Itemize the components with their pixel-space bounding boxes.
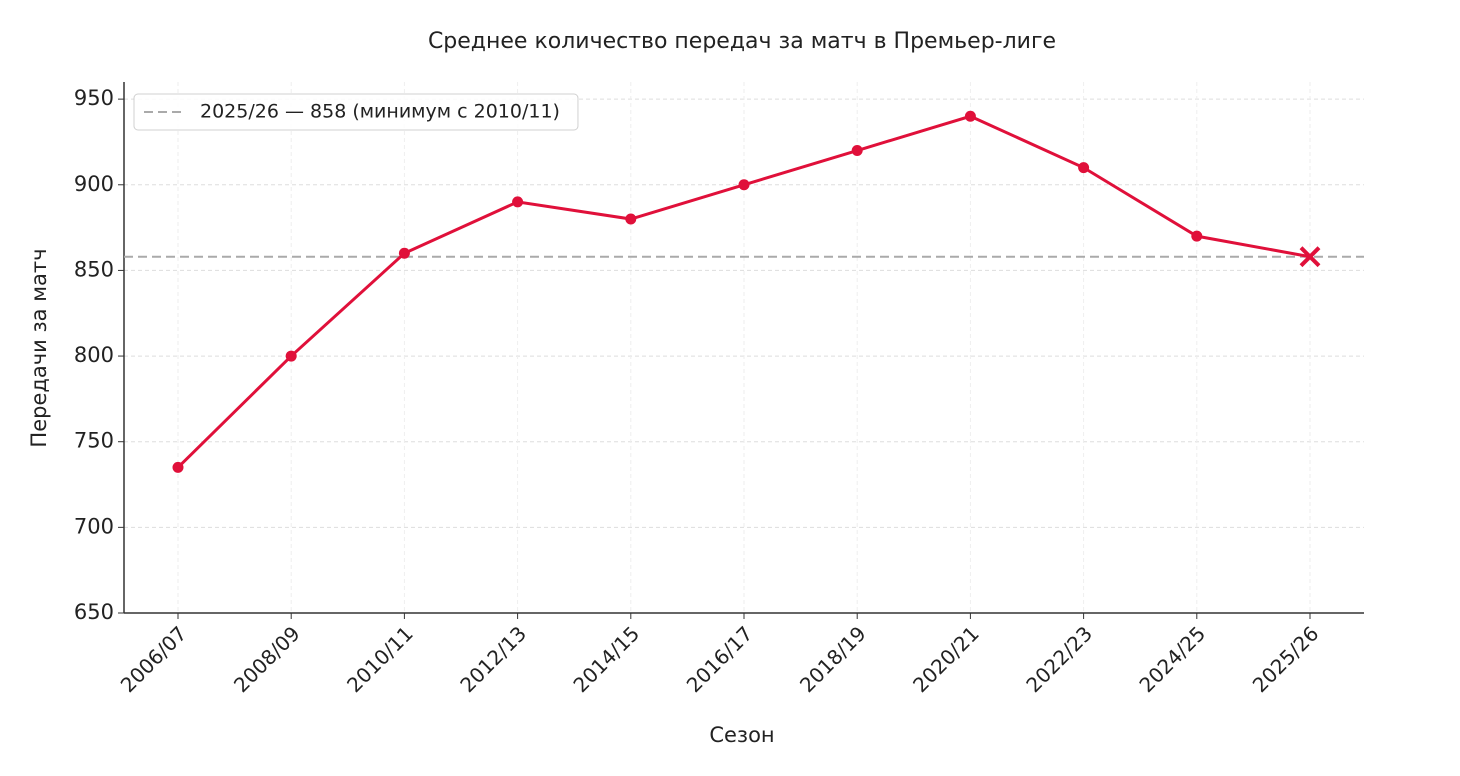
x-tick-label: 2010/11: [342, 621, 418, 697]
x-tick-label: 2006/07: [116, 621, 192, 697]
x-tick-label: 2020/21: [908, 621, 984, 697]
legend: [133, 93, 579, 131]
point: [964, 110, 976, 122]
x-tick-label: 2014/15: [568, 621, 644, 697]
y-tick-label: 700: [74, 514, 114, 538]
highlight-marker: [1299, 246, 1321, 268]
y-axis-label: Передачи за матч: [27, 248, 51, 447]
point: [285, 350, 297, 362]
legend-label: 2025/26 — 858 (минимум с 2010/11): [200, 101, 560, 123]
x-tick-label: 2008/09: [229, 621, 305, 697]
point: [851, 145, 863, 157]
point: [625, 213, 637, 225]
y-tick-label: 800: [74, 343, 114, 367]
y-tick-label: 950: [74, 86, 114, 110]
point: [738, 179, 750, 191]
point: [512, 196, 524, 208]
y-tick-label: 900: [74, 172, 114, 196]
y-tick-label: 750: [74, 429, 114, 453]
x-tick-label: 2022/23: [1021, 621, 1097, 697]
y-tick-label: 650: [74, 600, 114, 624]
point: [398, 247, 410, 259]
point: [1191, 230, 1203, 242]
point: [1078, 162, 1090, 174]
x-tick-label: 2018/19: [795, 621, 871, 697]
x-tick-label: 2016/17: [682, 621, 758, 697]
x-tick-label: 2025/26: [1248, 621, 1324, 697]
x-tick-label: 2024/25: [1134, 621, 1210, 697]
x-tick-label: 2012/13: [455, 621, 531, 697]
chart-title: Среднее количество передач за матч в Пре…: [428, 29, 1056, 54]
y-tick-label: 850: [74, 257, 114, 281]
point: [172, 461, 184, 473]
x-axis-label: Сезон: [709, 723, 774, 747]
